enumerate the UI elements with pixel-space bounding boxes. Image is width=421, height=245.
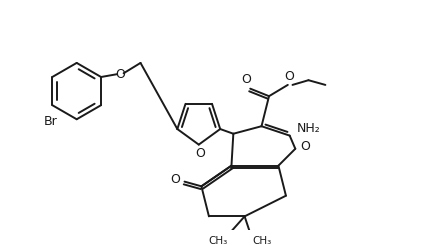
Text: NH₂: NH₂	[297, 122, 321, 135]
Text: Br: Br	[43, 115, 57, 128]
Text: O: O	[115, 68, 125, 81]
Text: CH₃: CH₃	[252, 236, 272, 245]
Text: O: O	[170, 173, 180, 186]
Text: O: O	[195, 147, 205, 160]
Text: CH₃: CH₃	[208, 236, 228, 245]
Text: O: O	[242, 73, 251, 86]
Text: O: O	[284, 70, 294, 83]
Text: O: O	[300, 140, 310, 153]
